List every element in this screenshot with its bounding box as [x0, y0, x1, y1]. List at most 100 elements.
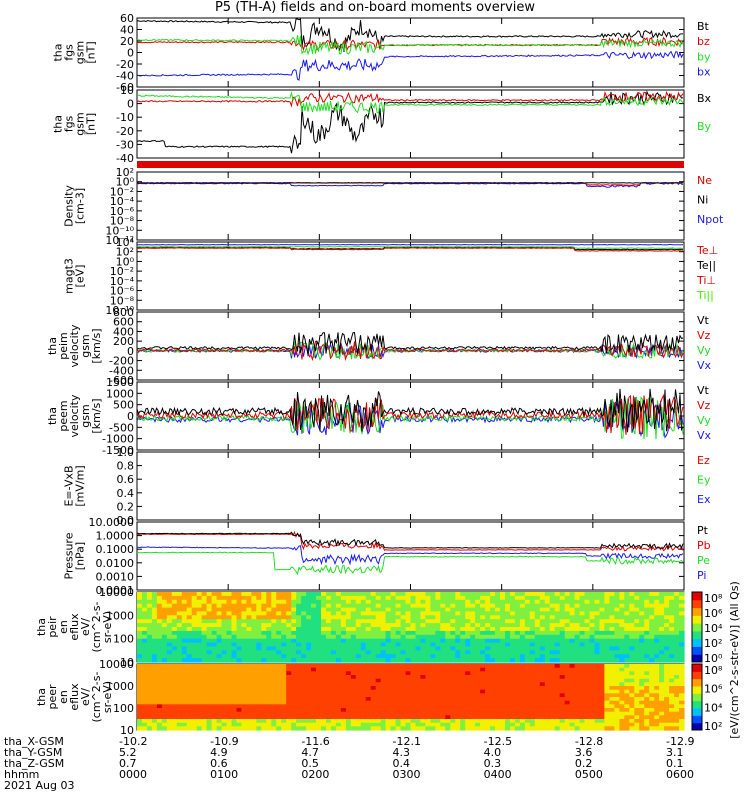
peir-spectrogram-cell: [440, 599, 446, 605]
peir-spectrogram-cell: [261, 646, 267, 651]
peir-spectrogram-cell: [539, 630, 546, 636]
peer-spectrogram-cell: [674, 693, 680, 698]
peer-spectrogram-cell: [475, 678, 481, 683]
peer-spectrogram-cell: [544, 689, 551, 694]
peer-spectrogram-cell: [445, 675, 451, 680]
peir-spectrogram-cell: [564, 646, 571, 651]
peer-spectrogram-cell: [554, 726, 561, 731]
peir-spectrogram-cell: [330, 658, 337, 663]
peir-spectrogram-cell: [644, 595, 650, 601]
peir-spectrogram-cell: [505, 627, 511, 632]
peir-spectrogram-cell: [604, 603, 610, 609]
peer-spectrogram-cell: [296, 715, 302, 720]
peir-spectrogram-cell: [510, 646, 516, 651]
peir-spectrogram-cell: [171, 642, 178, 648]
peir-spectrogram-cell: [390, 658, 397, 663]
peir-spectrogram-cell: [510, 627, 516, 632]
peer-spectrogram-cell: [246, 678, 252, 683]
peir-spectrogram-cell: [599, 646, 606, 651]
peir-spectrogram-cell: [340, 634, 347, 640]
peir-spectrogram-cell: [301, 619, 307, 624]
peer-spectrogram-cell: [186, 700, 193, 705]
peir-spectrogram-cell: [266, 619, 272, 624]
peir-spectrogram-cell: [216, 650, 223, 655]
peir-spectrogram-cell: [181, 646, 188, 651]
peer-spectrogram-cell: [524, 719, 531, 724]
peer-spectrogram-cell: [301, 708, 307, 713]
peer-spectrogram-cell: [519, 675, 526, 680]
peir-spectrogram-cell: [664, 627, 670, 632]
peer-spectrogram-cell: [664, 704, 670, 709]
peir-spectrogram-cell: [564, 607, 571, 613]
peir-spectrogram-cell: [390, 654, 397, 659]
peir-spectrogram-cell: [316, 627, 322, 632]
peer-spectrogram-cell: [514, 678, 521, 683]
peer-spectrogram-cell: [395, 697, 402, 702]
peer-spectrogram-cell: [455, 689, 461, 694]
peer-spectrogram-cell: [455, 671, 461, 676]
peer-spectrogram-cell: [216, 682, 223, 687]
peer-spectrogram-cell: [569, 678, 576, 683]
peir-spectrogram-cell: [614, 595, 620, 601]
peir-spectrogram-cell: [276, 611, 282, 616]
peir-spectrogram-cell: [445, 627, 451, 632]
peir-spectrogram-cell: [485, 603, 491, 609]
peir-spectrogram-cell: [306, 658, 312, 663]
peir-spectrogram-cell: [400, 654, 407, 659]
peer-spectrogram-cell: [450, 682, 456, 687]
peer-spectrogram-cell: [156, 704, 163, 709]
peer-spectrogram-cell: [400, 700, 407, 705]
peer-spectrogram-cell: [510, 704, 516, 709]
peer-spectrogram-cell: [350, 686, 357, 691]
peer-spectrogram-cell: [360, 693, 367, 698]
peer-spectrogram-cell: [266, 667, 272, 672]
peer-spectrogram-cell: [574, 711, 581, 716]
peer-spectrogram-cell: [420, 708, 426, 713]
peer-spectrogram-cell: [191, 715, 198, 720]
peer-spectrogram-cell: [395, 675, 402, 680]
peir-spectrogram-cell: [316, 619, 322, 624]
peir-spectrogram-cell: [355, 619, 362, 624]
ytick-label: 600: [113, 316, 134, 329]
peir-spectrogram-cell: [514, 654, 521, 659]
peir-spectrogram-cell: [465, 627, 471, 632]
peir-spectrogram-cell: [554, 607, 561, 613]
peer-spectrogram-cell: [460, 711, 466, 716]
peir-spectrogram-cell: [301, 630, 307, 636]
peir-spectrogram-cell: [171, 623, 178, 628]
peir-spectrogram-cell: [226, 595, 233, 601]
peer-spectrogram-cell: [330, 693, 337, 698]
peir-spectrogram-cell: [211, 615, 218, 620]
peer-spectrogram-cell: [335, 708, 342, 713]
ylabel-peir_eflux: (cm^2-s-: [90, 602, 103, 653]
peer-spectrogram-cell: [211, 667, 218, 672]
peir-spectrogram-cell: [420, 603, 426, 609]
peir-spectrogram-cell: [221, 627, 228, 632]
peir-spectrogram-cell: [206, 634, 213, 640]
peir-spectrogram-cell: [186, 650, 193, 655]
peir-spectrogram-cell: [365, 607, 372, 613]
peir-spectrogram-cell: [460, 603, 466, 609]
peir-spectrogram-cell: [554, 611, 561, 616]
peer-spectrogram-cell: [142, 704, 148, 709]
peer-spectrogram-cell: [316, 719, 322, 724]
peer-spectrogram-cell: [311, 689, 317, 694]
peer-spectrogram-cell: [231, 693, 238, 698]
peir-spectrogram-cell: [375, 627, 382, 632]
peer-spectrogram-cell: [609, 682, 615, 687]
peer-spectrogram-cell: [440, 704, 446, 709]
peir-spectrogram-cell: [674, 646, 680, 651]
peer-spectrogram-cell: [539, 715, 546, 720]
peir-spectrogram-cell: [251, 607, 257, 613]
peir-spectrogram-cell: [440, 603, 446, 609]
peir-spectrogram-cell: [614, 638, 620, 644]
ylabel-peer_eflux: eV/: [79, 688, 92, 706]
peir-spectrogram-cell: [569, 619, 576, 624]
peir-spectrogram-cell: [455, 630, 461, 636]
peir-spectrogram-cell: [425, 611, 431, 616]
peir-spectrogram-cell: [574, 634, 581, 640]
peer-spectrogram-cell: [330, 664, 337, 669]
peer-spectrogram-cell: [669, 667, 675, 672]
peer-spectrogram-cell: [599, 689, 606, 694]
peer-spectrogram-cell: [639, 711, 645, 716]
